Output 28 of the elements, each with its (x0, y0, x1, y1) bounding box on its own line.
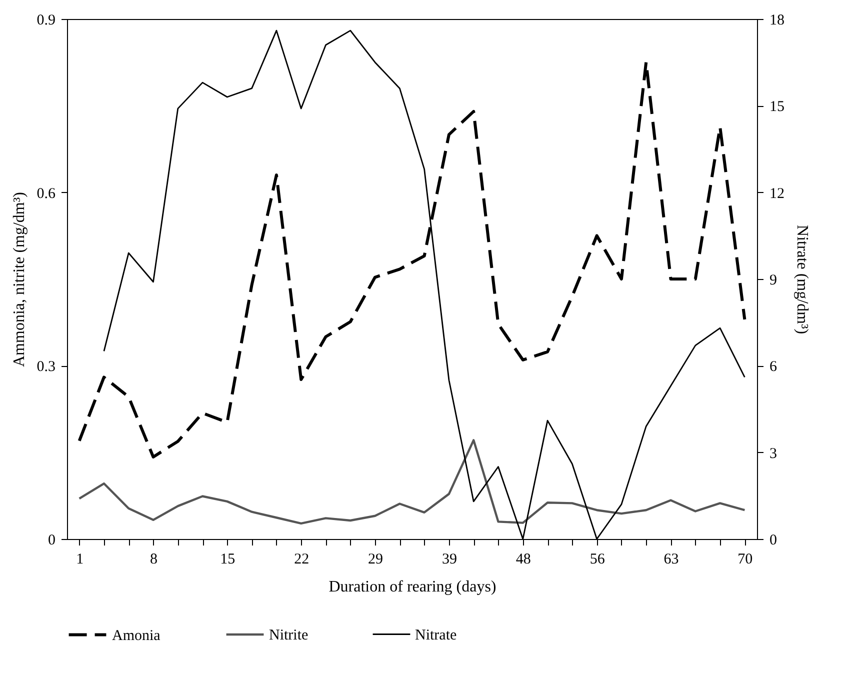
x-tick-label: 8 (150, 552, 158, 568)
y2-tick-label: 18 (770, 12, 784, 28)
x-tick-label: 70 (738, 552, 753, 568)
x-tick-label: 63 (664, 552, 679, 568)
y2-tick-label: 3 (770, 446, 777, 462)
y2-tick-label: 6 (770, 359, 778, 376)
y-tick-label: 0.9 (36, 12, 56, 28)
legend-label: Nitrite (269, 628, 308, 644)
x-axis-title: Duration of rearing (days) (328, 578, 496, 596)
y2-tick-label: 15 (770, 99, 784, 116)
x-tick-label: 48 (516, 552, 531, 568)
y-tick-label: 0 (48, 532, 56, 548)
y2-axis-title: Nitrate (mg/dm³) (794, 224, 810, 334)
y2-tick-label: 12 (770, 186, 784, 202)
y-tick-label: 0.6 (36, 186, 56, 202)
x-tick-label: 39 (442, 552, 457, 568)
legend-label: Amonia (112, 628, 161, 644)
legend-label: Nitrate (415, 627, 457, 644)
y-axis-title: Ammonia, nitrite (mg/dm³) (10, 192, 28, 367)
line-series (78, 439, 746, 524)
x-tick-label: 1 (76, 552, 84, 568)
x-tick-label: 29 (368, 552, 384, 568)
y2-tick-label: 0 (770, 532, 777, 548)
x-tick-label: 15 (220, 552, 236, 568)
x-tick-label: 56 (590, 552, 606, 568)
y2-tick-label: 9 (770, 272, 777, 288)
x-tick-label: 22 (294, 552, 310, 568)
y-tick-label: 0.3 (36, 359, 56, 376)
